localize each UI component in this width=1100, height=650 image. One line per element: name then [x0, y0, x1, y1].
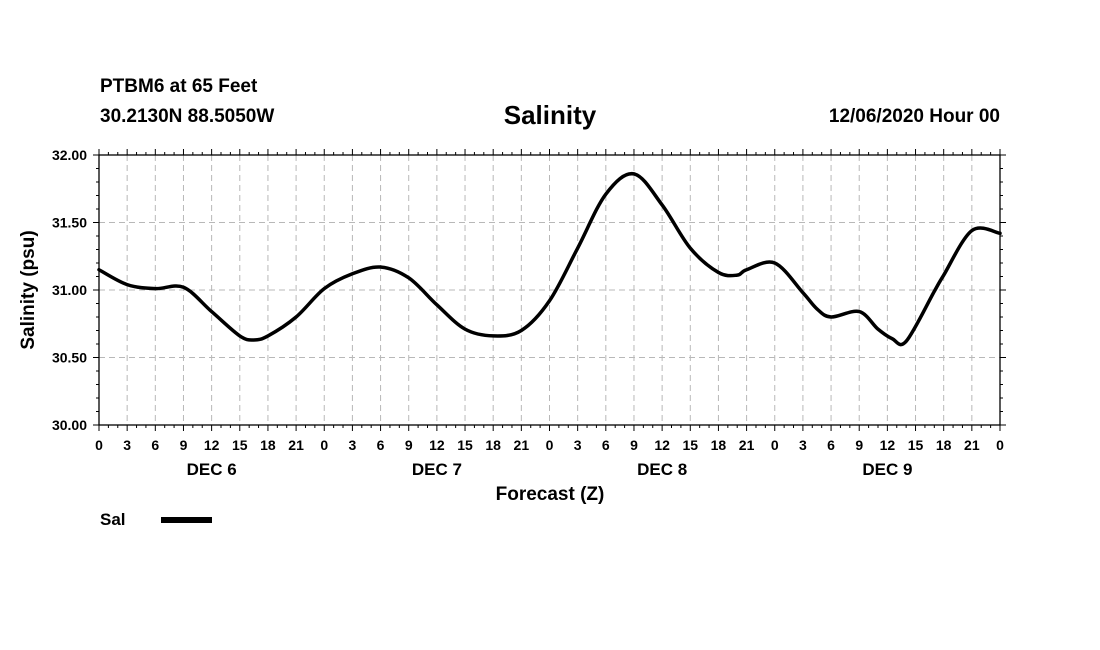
x-tick-label: 3: [574, 437, 582, 453]
x-tick-label: 18: [711, 437, 727, 453]
x-tick-label: 6: [377, 437, 385, 453]
x-tick-label: 9: [405, 437, 413, 453]
x-tick-label: 0: [546, 437, 554, 453]
x-tick-label: 21: [288, 437, 304, 453]
x-tick-label: 0: [996, 437, 1004, 453]
x-tick-label: 12: [654, 437, 670, 453]
x-tick-label: 9: [180, 437, 188, 453]
series-line-sal: [97, 171, 1002, 347]
chart-title: Salinity: [503, 100, 597, 130]
x-tick-label: 12: [204, 437, 220, 453]
x-tick-label: 6: [827, 437, 835, 453]
x-tick-label: 21: [739, 437, 755, 453]
day-label: DEC 9: [862, 460, 912, 479]
x-tick-label: 12: [429, 437, 445, 453]
x-tick-label: 21: [514, 437, 530, 453]
y-axis-label: Salinity (psu): [18, 230, 39, 349]
x-tick-label: 15: [232, 437, 248, 453]
y-tick-label: 32.00: [52, 147, 87, 163]
x-tick-label: 18: [260, 437, 276, 453]
y-tick-label: 30.00: [52, 417, 87, 433]
x-tick-label: 18: [485, 437, 501, 453]
day-label: DEC 6: [187, 460, 237, 479]
x-tick-label: 3: [799, 437, 807, 453]
series-layer: [97, 171, 1002, 347]
x-tick-label: 15: [908, 437, 924, 453]
x-axis-label: Forecast (Z): [496, 484, 605, 505]
x-tick-label: 21: [964, 437, 980, 453]
y-tick-label: 31.00: [52, 282, 87, 298]
legend-swatch: [161, 517, 212, 523]
legend-label: Sal: [100, 510, 126, 529]
y-tick-label: 30.50: [52, 350, 87, 366]
x-tick-label: 12: [880, 437, 896, 453]
x-tick-label: 0: [95, 437, 103, 453]
x-tick-label: 0: [320, 437, 328, 453]
x-tick-label: 9: [855, 437, 863, 453]
forecast-time-label: 12/06/2020 Hour 00: [828, 106, 1000, 127]
station-label: PTBM6 at 65 Feet: [100, 76, 258, 97]
x-tick-label: 3: [123, 437, 131, 453]
day-label: DEC 7: [412, 460, 462, 479]
x-tick-label: 0: [771, 437, 779, 453]
y-tick-label: 31.50: [52, 215, 87, 231]
x-tick-label: 6: [151, 437, 159, 453]
x-tick-label: 6: [602, 437, 610, 453]
x-tick-label: 3: [349, 437, 357, 453]
coordinates-label: 30.2130N 88.5050W: [100, 106, 275, 127]
x-tick-label: 18: [936, 437, 952, 453]
x-tick-label: 15: [682, 437, 698, 453]
day-label: DEC 8: [637, 460, 687, 479]
x-tick-label: 15: [457, 437, 473, 453]
axis-layer: 30.00 30.50 31.00 31.50 32.00 0 3 6 9 12 15 18 21 0 3 6…: [52, 147, 1006, 479]
x-tick-label: 9: [630, 437, 638, 453]
grid-layer: [99, 155, 1000, 425]
